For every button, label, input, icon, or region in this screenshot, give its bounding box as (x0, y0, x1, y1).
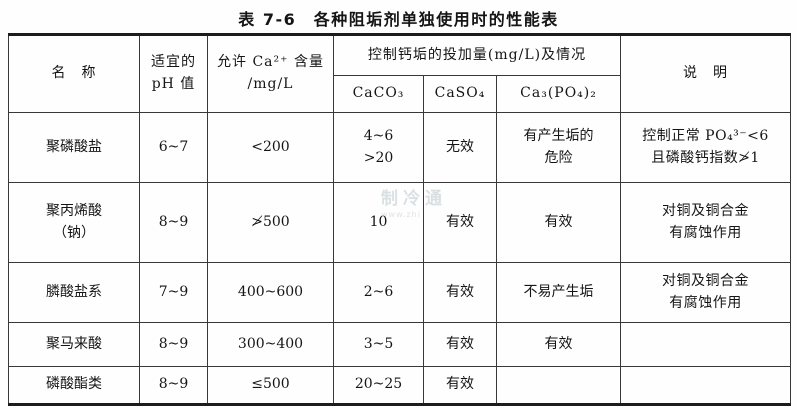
cell-ph: 6~7 (139, 112, 208, 183)
cell-capo4: 不易产生垢 (495, 262, 622, 323)
cell-caso4: 有效 (423, 182, 497, 263)
cell-note (620, 322, 792, 367)
cell-ph: 7~9 (139, 262, 208, 323)
cell-ph: 8~9 (139, 182, 208, 263)
cell-ca: 300~400 (207, 322, 334, 367)
table-row: 聚丙烯酸 （钠） 8~9 ≯500 10 有效 有效 对铜及铜合金 有腐蚀作用 (8, 182, 792, 263)
header-row-top: 名 称 适宜的 pH 值 允许 Ca²⁺ 含量 /mg/L 控制钙垢的投加量(m… (8, 34, 792, 113)
performance-table: 名 称 适宜的 pH 值 允许 Ca²⁺ 含量 /mg/L 控制钙垢的投加量(m… (8, 33, 792, 406)
cell-note: 对铜及铜合金 有腐蚀作用 (620, 182, 792, 263)
cell-name: 聚丙烯酸 （钠） (8, 182, 140, 263)
cell-ca: ≤500 (207, 366, 334, 405)
cell-note: 控制正常 PO₄³⁻<6 且磷酸钙指数≯1 (620, 112, 792, 183)
header-ca-content: 允许 Ca²⁺ 含量 /mg/L (207, 34, 334, 113)
cell-ca: ≯500 (207, 182, 334, 263)
table-row: 聚磷酸盐 6~7 <200 4~6 >20 无效 有产生垢的 危险 控制正常 P… (8, 112, 792, 183)
cell-ph: 8~9 (139, 322, 208, 367)
header-ph: 适宜的 pH 值 (139, 34, 208, 113)
cell-name: 磷酸酯类 (8, 366, 140, 405)
header-capo4: Ca₃(PO₄)₂ (495, 75, 622, 113)
cell-caco3: 2~6 (333, 262, 424, 323)
cell-name: 聚马来酸 (8, 322, 140, 367)
cell-caso4: 有效 (423, 262, 497, 323)
cell-ph: 8~9 (139, 366, 208, 405)
cell-ca: 400~600 (207, 262, 334, 323)
cell-caco3: 3~5 (333, 322, 424, 367)
cell-capo4 (495, 366, 622, 405)
cell-note (620, 366, 792, 405)
cell-caco3: 20~25 (333, 366, 424, 405)
header-dosage-group: 控制钙垢的投加量(mg/L)及情况 (332, 34, 622, 76)
cell-caso4: 有效 (423, 322, 497, 367)
header-name: 名 称 (8, 34, 140, 113)
table-row: 膦酸盐系 7~9 400~600 2~6 有效 不易产生垢 对铜及铜合金 有腐蚀… (8, 262, 792, 323)
table-row: 磷酸酯类 8~9 ≤500 20~25 有效 (8, 366, 792, 405)
cell-capo4: 有效 (495, 322, 622, 367)
cell-name: 膦酸盐系 (8, 262, 140, 323)
table-row: 聚马来酸 8~9 300~400 3~5 有效 有效 (8, 322, 792, 367)
cell-name: 聚磷酸盐 (8, 112, 140, 183)
cell-note: 对铜及铜合金 有腐蚀作用 (620, 262, 792, 323)
cell-caso4: 有效 (423, 366, 497, 405)
header-row-sub: CaCO₃ CaSO₄ Ca₃(PO₄)₂ (9, 75, 791, 113)
cell-capo4: 有效 (495, 182, 622, 263)
cell-caco3: 4~6 >20 (333, 112, 424, 183)
cell-capo4: 有产生垢的 危险 (495, 112, 622, 183)
header-caco3: CaCO₃ (333, 75, 424, 113)
cell-caso4: 无效 (423, 112, 497, 183)
table-title: 表 7-6 各种阻垢剂单独使用时的性能表 (238, 10, 559, 29)
header-caso4: CaSO₄ (423, 75, 497, 113)
cell-caco3: 10 (333, 182, 424, 263)
cell-ca: <200 (207, 112, 334, 183)
header-note: 说 明 (620, 34, 792, 113)
